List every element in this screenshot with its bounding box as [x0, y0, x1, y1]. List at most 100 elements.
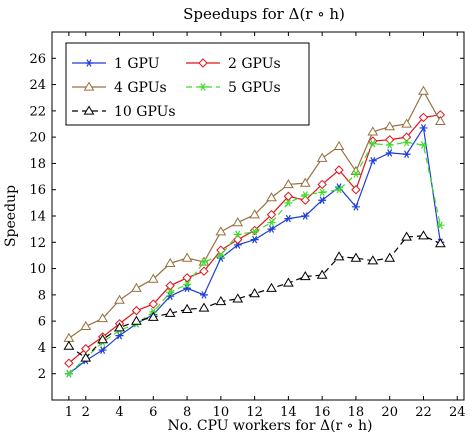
y-tick-label: 20 — [29, 131, 46, 146]
point-marker — [198, 302, 210, 312]
point-marker — [283, 178, 294, 189]
legend-box — [65, 42, 310, 126]
x-tick-label: 8 — [183, 405, 191, 420]
tick-labels: 1 2 4 6 8 10 12 14 16 18 20 22 242468101214161820222… — [29, 52, 465, 420]
point-marker — [83, 81, 95, 91]
point-marker — [183, 280, 192, 289]
point-marker — [267, 225, 276, 233]
point-marker — [351, 203, 360, 211]
point-marker — [318, 196, 327, 205]
point-marker — [384, 252, 396, 262]
point-marker — [147, 273, 159, 283]
point-marker — [131, 305, 142, 316]
y-tick-label: 2 — [38, 367, 46, 382]
x-tick-label: 1 — [65, 405, 73, 420]
point-marker — [199, 266, 209, 276]
point-marker — [317, 179, 327, 190]
y-tick-label: 12 — [29, 236, 46, 251]
x-tick-label: 12 — [246, 405, 263, 420]
legend: 1 GPU 2 GPUs 4 GPUs 5 GPUs 10 GPUs — [65, 42, 310, 126]
point-marker — [333, 251, 345, 261]
point-marker — [318, 188, 327, 197]
legend-entry: 5 GPUs — [186, 80, 281, 96]
point-marker — [97, 334, 109, 344]
series-line — [68, 235, 441, 359]
point-marker — [367, 126, 379, 136]
series-line — [68, 141, 441, 375]
point-marker — [384, 135, 395, 145]
point-marker — [166, 288, 175, 297]
point-marker — [232, 293, 244, 303]
point-marker — [80, 320, 92, 331]
y-tick-label: 8 — [38, 288, 46, 303]
y-tick-label: 18 — [29, 157, 46, 172]
point-marker — [164, 257, 176, 267]
point-marker — [284, 199, 293, 207]
point-marker — [165, 280, 175, 291]
point-marker — [233, 234, 243, 245]
point-marker — [284, 214, 293, 223]
point-marker — [350, 252, 362, 262]
series-2 — [63, 85, 446, 342]
series-4 — [63, 230, 446, 362]
y-tick-label: 10 — [29, 262, 46, 277]
point-marker — [250, 235, 259, 244]
point-marker — [114, 322, 125, 332]
x-tick-label: 20 — [381, 405, 398, 420]
y-tick-label: 26 — [29, 52, 46, 67]
point-marker — [436, 221, 445, 229]
point-marker — [351, 170, 360, 178]
point-marker — [434, 115, 446, 126]
point-marker — [368, 139, 377, 148]
point-marker — [249, 209, 260, 219]
point-marker — [216, 251, 225, 260]
point-marker — [267, 218, 276, 227]
point-marker — [266, 192, 277, 202]
point-marker — [334, 165, 344, 175]
point-marker — [384, 121, 396, 131]
point-marker — [80, 352, 92, 362]
point-marker — [215, 226, 227, 236]
point-marker — [266, 282, 277, 292]
point-marker — [385, 149, 394, 157]
point-marker — [83, 105, 95, 115]
y-tick-label: 14 — [29, 210, 46, 225]
y-tick-label: 24 — [29, 78, 46, 93]
point-marker — [249, 288, 260, 298]
point-marker — [183, 284, 192, 293]
point-marker — [250, 227, 259, 236]
point-marker — [402, 138, 411, 147]
point-marker — [419, 124, 428, 132]
point-marker — [215, 295, 227, 306]
y-tick-label: 22 — [29, 104, 46, 119]
point-marker — [368, 157, 377, 165]
point-marker — [351, 185, 361, 195]
legend-label: 2 GPUs — [228, 56, 281, 72]
point-marker — [368, 136, 378, 146]
legend-entry: 2 GPUs — [186, 56, 281, 72]
legend-label: 1 GPU — [114, 56, 160, 72]
x-tick-label: 14 — [280, 405, 297, 420]
series-0 — [64, 124, 445, 378]
point-marker — [418, 230, 429, 240]
y-tick-label: 6 — [38, 315, 46, 330]
series-layer — [63, 85, 446, 378]
point-marker — [232, 217, 244, 227]
point-marker — [85, 59, 93, 67]
point-marker — [148, 299, 159, 309]
point-marker — [199, 258, 208, 266]
point-marker — [316, 269, 328, 279]
y-tick-label: 4 — [38, 341, 46, 356]
series-line — [68, 126, 441, 375]
axis-ticks — [52, 32, 464, 400]
y-tick-label: 16 — [29, 183, 46, 198]
point-marker — [98, 346, 107, 354]
point-marker — [299, 270, 311, 281]
point-marker — [418, 85, 429, 95]
x-tick-label: 16 — [314, 405, 331, 420]
point-marker — [418, 112, 429, 123]
point-marker — [181, 252, 193, 262]
point-marker — [283, 277, 294, 287]
point-marker — [419, 141, 428, 149]
point-marker — [182, 273, 192, 283]
